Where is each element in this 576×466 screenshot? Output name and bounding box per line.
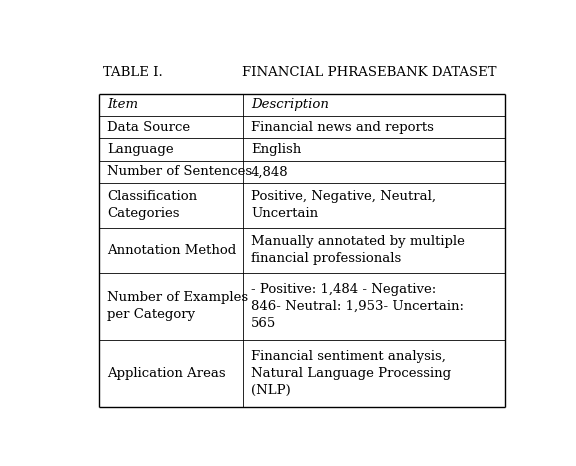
- Text: Number of Examples
per Category: Number of Examples per Category: [107, 291, 248, 321]
- Text: Item: Item: [107, 98, 138, 111]
- Text: Application Areas: Application Areas: [107, 367, 225, 380]
- Text: Financial news and reports: Financial news and reports: [251, 121, 434, 134]
- Text: - Positive: 1,484 - Negative:
846- Neutral: 1,953- Uncertain:
565: - Positive: 1,484 - Negative: 846- Neutr…: [251, 283, 464, 329]
- Text: Financial sentiment analysis,
Natural Language Processing
(NLP): Financial sentiment analysis, Natural La…: [251, 350, 451, 397]
- Text: 4,848: 4,848: [251, 165, 289, 178]
- Text: Description: Description: [251, 98, 329, 111]
- Text: Positive, Negative, Neutral,
Uncertain: Positive, Negative, Neutral, Uncertain: [251, 191, 436, 220]
- Text: Classification
Categories: Classification Categories: [107, 191, 197, 220]
- Text: Language: Language: [107, 143, 173, 156]
- Text: English: English: [251, 143, 301, 156]
- Text: TABLE I.: TABLE I.: [103, 66, 163, 79]
- Text: Data Source: Data Source: [107, 121, 190, 134]
- Text: Manually annotated by multiple
financial professionals: Manually annotated by multiple financial…: [251, 235, 465, 265]
- Text: FINANCIAL PHRASEBANK DATASET: FINANCIAL PHRASEBANK DATASET: [242, 66, 496, 79]
- Text: Number of Sentences: Number of Sentences: [107, 165, 252, 178]
- Text: Annotation Method: Annotation Method: [107, 244, 236, 257]
